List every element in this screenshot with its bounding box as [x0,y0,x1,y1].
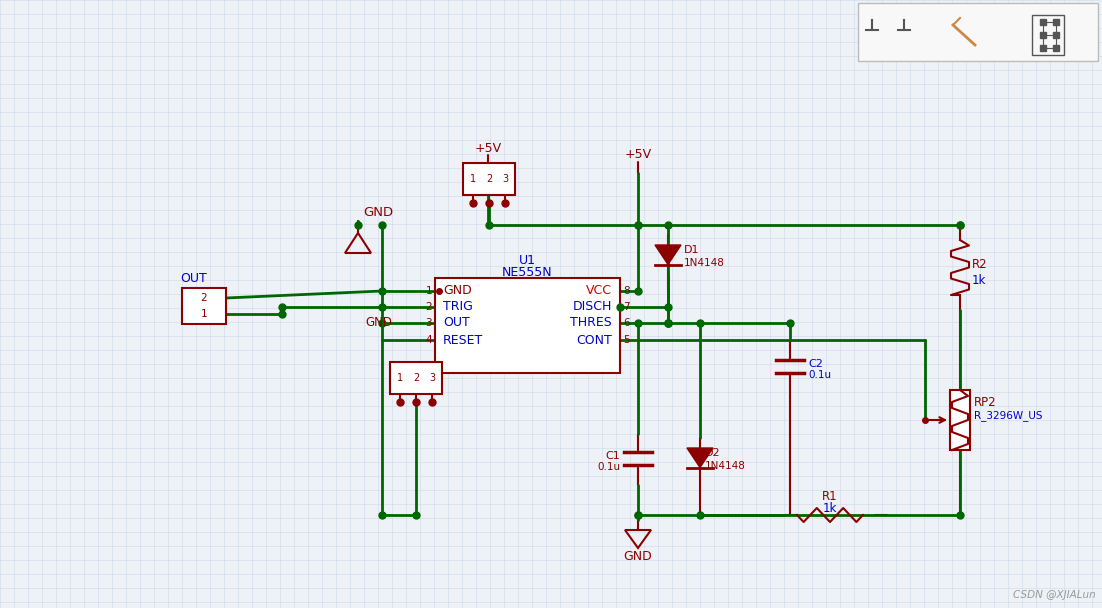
Text: D2: D2 [705,448,721,458]
Text: +5V: +5V [894,9,915,19]
Text: 2: 2 [425,302,432,312]
Text: 7: 7 [623,302,629,312]
Text: RP2: RP2 [974,395,996,409]
Text: GND: GND [363,207,393,219]
Text: C2: C2 [808,359,823,369]
Text: 2: 2 [201,293,207,303]
Bar [390,362,442,394]
Text: 1: 1 [201,309,207,319]
Text: R_3296W_US: R_3296W_US [974,410,1042,421]
Text: o—|1: o—|1 [981,27,1009,37]
Text: 6: 6 [623,318,629,328]
Text: 5: 5 [623,335,629,345]
Text: 1: 1 [425,286,432,296]
Text: OUT: OUT [180,272,207,285]
Text: CONT: CONT [576,334,612,347]
Text: GND: GND [443,285,472,297]
Polygon shape [655,245,681,264]
Text: TRIG: TRIG [443,300,473,314]
Text: OUT: OUT [443,317,469,330]
Text: U1: U1 [519,254,536,266]
Bar [858,3,1098,61]
Text: 0.1u: 0.1u [597,462,620,472]
Text: THRES: THRES [570,317,612,330]
Text: 8: 8 [623,286,629,296]
Text: 1: 1 [397,373,403,383]
Text: 4: 4 [425,335,432,345]
Text: 3: 3 [425,318,432,328]
Bar [182,288,226,324]
Text: DISCH: DISCH [573,300,612,314]
Text: 2: 2 [486,174,493,184]
Bar [463,163,515,195]
Text: 2: 2 [413,373,419,383]
Text: 3: 3 [429,373,435,383]
Text: NE555N: NE555N [503,266,553,278]
Text: +5V: +5V [625,148,651,162]
Text: 0.1u: 0.1u [808,370,831,380]
Text: C1: C1 [605,451,620,461]
Text: RESET: RESET [443,334,484,347]
Text: R1: R1 [822,491,838,503]
Text: 3: 3 [501,174,508,184]
Text: 1k: 1k [823,502,838,516]
Text: 1: 1 [469,174,476,184]
Text: VCC: VCC [862,9,882,19]
Text: ✕: ✕ [928,23,942,41]
Text: CSDN @XJIALun: CSDN @XJIALun [1013,590,1096,600]
Text: VCC: VCC [586,285,612,297]
Text: GND: GND [365,317,392,330]
Bar [950,390,970,450]
Text: 1k: 1k [972,274,986,286]
Bar [435,278,620,373]
Text: GND: GND [624,550,652,562]
Text: 1N4148: 1N4148 [684,258,725,268]
Text: D1: D1 [684,245,700,255]
Text: 1N4148: 1N4148 [705,461,746,471]
Text: R2: R2 [972,258,987,272]
Text: +5V: +5V [475,142,501,154]
Bar [1031,15,1065,55]
Polygon shape [687,448,713,468]
